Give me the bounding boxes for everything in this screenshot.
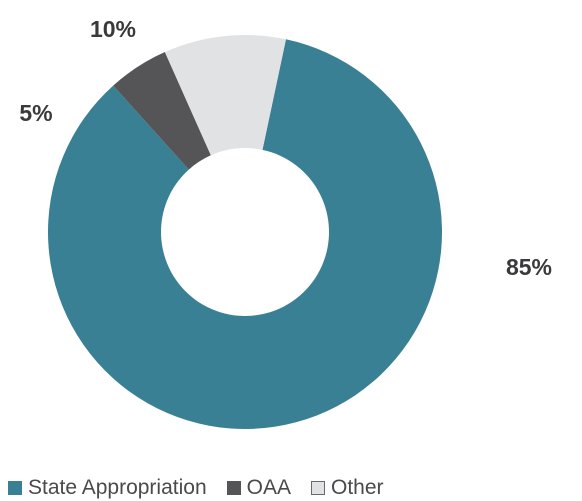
legend-label-other: Other	[330, 476, 384, 499]
legend-swatch-oaa	[226, 481, 241, 495]
legend: State Appropriation OAA Other	[8, 475, 404, 501]
legend-item-state-appropriation: State Appropriation	[8, 476, 207, 500]
slice-value-labels: 85% 5% 10%	[19, 16, 552, 280]
legend-label-oaa: OAA	[246, 476, 291, 499]
legend-label-state-appropriation: State Appropriation	[28, 476, 207, 499]
slice-oaa	[113, 52, 211, 170]
legend-item-oaa: OAA	[226, 476, 291, 500]
slice-other	[164, 35, 286, 156]
value-label-oaa: 5%	[19, 100, 52, 126]
donut-chart: 85% 5% 10%	[19, 16, 552, 429]
donut-slices	[47, 35, 442, 429]
value-label-state-appropriation: 85%	[506, 254, 552, 280]
legend-item-other: Other	[310, 476, 384, 500]
slice-state-appropriation	[47, 39, 442, 429]
legend-swatch-state-appropriation	[8, 481, 22, 495]
value-label-other: 10%	[90, 16, 136, 42]
legend-swatch-other	[310, 481, 325, 495]
